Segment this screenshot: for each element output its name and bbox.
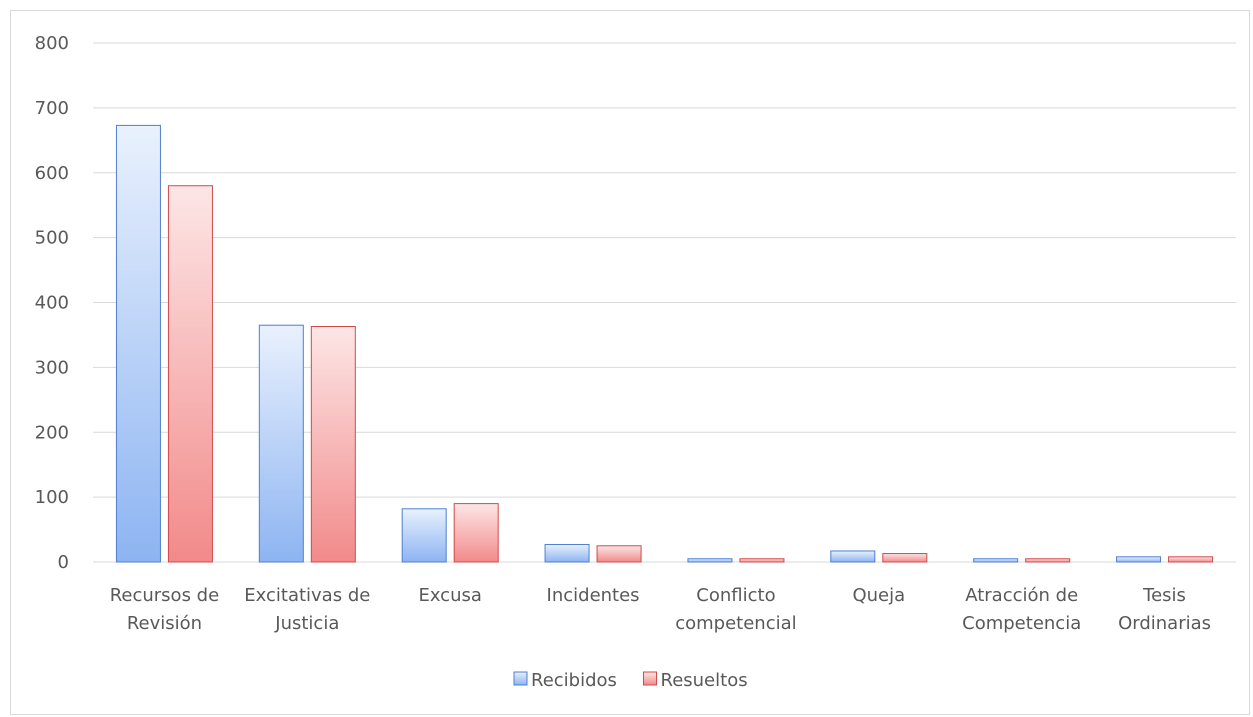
x-category-label: Incidentes <box>547 585 640 606</box>
x-category-label: Conflicto competencial <box>675 585 796 634</box>
bar-resueltos <box>310 326 356 563</box>
x-category-label: Tesis Ordinarias <box>1118 585 1211 634</box>
y-tick-label: 300 <box>35 357 69 378</box>
bar-resueltos <box>453 503 499 563</box>
y-axis-ticks: 0 100 200 300 400 500 600 700 800 <box>35 33 69 573</box>
bar-recibidos <box>401 508 447 563</box>
chart-container: 0 100 200 300 400 500 600 700 800 Recursos de Rev… <box>10 10 1250 715</box>
x-category-label: Excitativas de Justicia <box>244 585 370 634</box>
x-category-label: Atracción de Competencia <box>962 585 1081 634</box>
bar-chart: 0 100 200 300 400 500 600 700 800 Recursos de Rev… <box>35 33 1236 691</box>
bar-resueltos <box>1025 558 1071 563</box>
bar-resueltos <box>882 553 928 563</box>
bars <box>115 124 1214 563</box>
x-category-label: Excusa <box>418 585 481 606</box>
x-axis-labels: Recursos de Revisión Excitativas de Justici… <box>110 585 1211 634</box>
bar-recibidos <box>258 324 304 563</box>
y-tick-label: 500 <box>35 228 69 249</box>
bar-recibidos <box>544 543 590 563</box>
bar-recibidos <box>115 124 161 563</box>
legend-label-resueltos: Resueltos <box>661 670 748 691</box>
y-tick-label: 0 <box>58 552 69 573</box>
bar-resueltos <box>596 545 642 563</box>
x-category-label: Queja <box>852 585 905 606</box>
y-tick-label: 600 <box>35 163 69 184</box>
bar-recibidos <box>973 558 1019 563</box>
y-tick-label: 200 <box>35 422 69 443</box>
legend-swatch-recibidos <box>513 671 528 686</box>
bar-recibidos <box>1116 556 1162 563</box>
legend-swatch-resueltos <box>643 671 657 686</box>
bar-recibidos <box>830 550 876 563</box>
bar-resueltos <box>167 185 213 563</box>
y-tick-label: 700 <box>35 98 69 119</box>
bar-resueltos <box>1168 556 1214 563</box>
y-tick-label: 100 <box>35 487 69 508</box>
x-category-label: Recursos de Revisión <box>110 585 219 634</box>
legend: Recibidos Resueltos <box>513 670 748 691</box>
y-tick-label: 800 <box>35 33 69 54</box>
legend-label-recibidos: Recibidos <box>531 670 617 691</box>
y-tick-label: 400 <box>35 293 69 314</box>
bar-resueltos <box>739 558 785 563</box>
bar-recibidos <box>687 558 733 563</box>
